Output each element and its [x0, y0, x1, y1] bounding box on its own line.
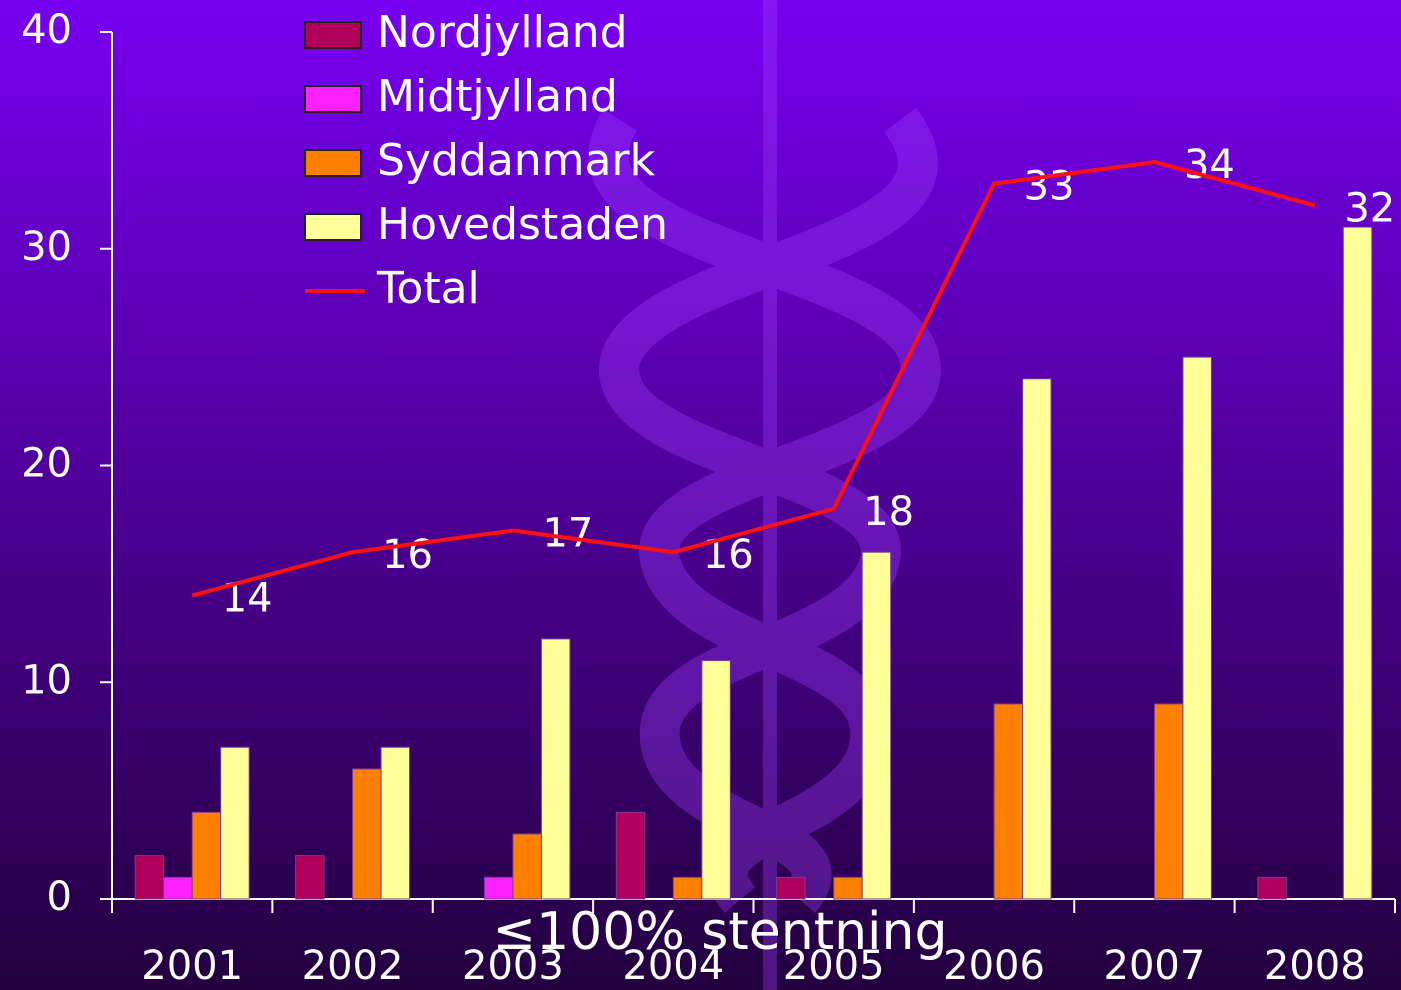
legend-swatch [305, 86, 361, 112]
legend-label: Hovedstaden [377, 199, 668, 250]
chart: ≤100% stentning 010203040200120022003200… [0, 0, 1401, 990]
bar [994, 704, 1023, 899]
legend-swatch [305, 214, 361, 240]
legend-swatch [305, 150, 361, 176]
bar [296, 856, 325, 899]
bar [1183, 357, 1212, 899]
bar [702, 661, 731, 899]
data-label: 33 [1024, 164, 1075, 210]
y-tick-label: 30 [21, 224, 72, 270]
bar [1154, 704, 1183, 899]
bar [381, 747, 410, 899]
x-tick-label: 2008 [1264, 943, 1366, 989]
bar [135, 856, 164, 899]
page: {"chart_data":{"type":"bar","x_label":"≤… [0, 0, 1401, 990]
legend-label: Midtjylland [377, 71, 618, 122]
bar [484, 877, 513, 899]
data-label: 32 [1344, 185, 1395, 231]
y-tick-label: 10 [21, 657, 72, 703]
bar [164, 877, 193, 899]
y-tick-label: 20 [21, 441, 72, 487]
legend-label: Syddanmark [377, 135, 656, 186]
x-tick-label: 2001 [141, 943, 243, 989]
x-tick-label: 2003 [462, 943, 564, 989]
bar [192, 812, 221, 899]
bar [513, 834, 542, 899]
bar [1258, 877, 1287, 899]
bar [353, 769, 382, 899]
y-tick-label: 40 [21, 7, 72, 53]
legend-swatch [305, 22, 361, 48]
bar [834, 877, 863, 899]
y-tick-label: 0 [47, 874, 72, 920]
x-tick-label: 2004 [622, 943, 724, 989]
x-tick-label: 2005 [783, 943, 885, 989]
bar [862, 552, 891, 899]
bar [673, 877, 702, 899]
legend-label: Nordjylland [377, 7, 628, 58]
x-tick-label: 2007 [1104, 943, 1206, 989]
bar [1023, 379, 1052, 899]
bar [1343, 227, 1372, 899]
data-label: 17 [542, 511, 593, 557]
legend-label: Total [376, 263, 480, 314]
bar [541, 639, 570, 899]
bar [777, 877, 806, 899]
bar [616, 812, 645, 899]
x-tick-label: 2002 [302, 943, 404, 989]
data-label: 16 [382, 532, 433, 578]
bar [221, 747, 250, 899]
x-tick-label: 2006 [943, 943, 1045, 989]
data-label: 18 [863, 489, 914, 535]
